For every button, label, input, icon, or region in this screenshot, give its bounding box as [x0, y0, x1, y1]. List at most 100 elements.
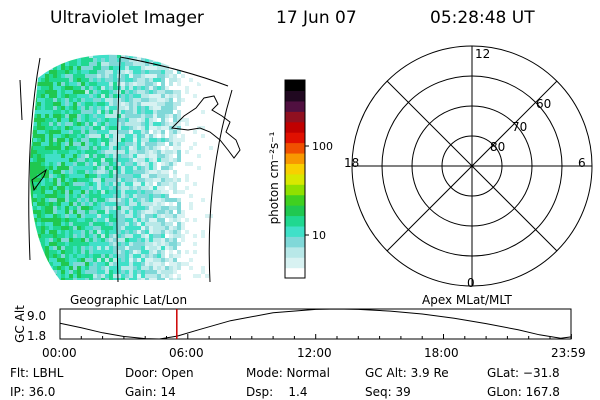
aurora-cell	[89, 266, 93, 270]
aurora-cell	[153, 254, 157, 258]
aurora-cell	[157, 86, 161, 90]
aurora-cell	[141, 122, 145, 126]
aurora-cell	[181, 74, 185, 78]
aurora-cell	[61, 262, 65, 266]
aurora-cell	[173, 90, 177, 94]
aurora-cell	[49, 122, 53, 126]
aurora-cell	[137, 58, 141, 62]
aurora-cell	[157, 78, 161, 82]
aurora-cell	[113, 110, 117, 114]
aurora-cell	[173, 254, 177, 258]
aurora-cell	[133, 162, 137, 166]
aurora-cell	[169, 178, 173, 182]
aurora-cell	[141, 210, 145, 214]
aurora-cell	[77, 70, 81, 74]
aurora-cell	[49, 114, 53, 118]
aurora-cell	[89, 74, 93, 78]
aurora-cell	[141, 110, 145, 114]
aurora-cell	[165, 182, 169, 186]
aurora-cell	[113, 218, 117, 222]
aurora-cell	[33, 158, 37, 162]
aurora-cell	[89, 86, 93, 90]
aurora-cell	[149, 202, 153, 206]
aurora-cell	[125, 270, 129, 274]
aurora-cell	[53, 94, 57, 98]
aurora-cell	[61, 110, 65, 114]
aurora-cell	[93, 114, 97, 118]
aurora-cell	[161, 246, 165, 250]
aurora-cell	[33, 142, 37, 146]
aurora-cell	[89, 126, 93, 130]
aurora-cell	[97, 190, 101, 194]
aurora-cell	[129, 78, 133, 82]
aurora-cell	[69, 274, 73, 278]
aurora-cell	[97, 270, 101, 274]
aurora-cell	[137, 90, 141, 94]
aurora-cell	[177, 158, 181, 162]
aurora-cell	[145, 66, 149, 70]
aurora-cell	[141, 178, 145, 182]
aurora-cell	[101, 62, 105, 66]
aurora-cell	[93, 150, 97, 154]
aurora-cell	[105, 126, 109, 130]
aurora-cell	[97, 122, 101, 126]
aurora-cell	[61, 170, 65, 174]
aurora-cell	[157, 154, 161, 158]
aurora-cell	[85, 142, 89, 146]
aurora-cell	[109, 202, 113, 206]
aurora-cell	[117, 150, 121, 154]
aurora-cell	[97, 70, 101, 74]
aurora-cell	[89, 78, 93, 82]
aurora-cell	[117, 54, 121, 58]
aurora-cell	[157, 202, 161, 206]
aurora-cell	[93, 194, 97, 198]
aurora-cell	[53, 90, 57, 94]
meridian-line	[19, 79, 23, 121]
aurora-cell	[117, 146, 121, 150]
aurora-cell	[113, 250, 117, 254]
orbit-xtick-0600: 06:00	[169, 346, 204, 360]
aurora-cell	[81, 266, 85, 270]
aurora-cell	[113, 174, 117, 178]
aurora-cell	[177, 122, 181, 126]
aurora-cell	[101, 162, 105, 166]
aurora-cell	[57, 86, 61, 90]
colorbar-cell	[285, 194, 305, 206]
aurora-cell	[141, 82, 145, 86]
aurora-cell	[49, 126, 53, 130]
aurora-cell	[65, 186, 69, 190]
aurora-cell	[93, 66, 97, 70]
aurora-cell	[89, 106, 93, 110]
aurora-cell	[69, 62, 73, 66]
aurora-cell	[117, 210, 121, 214]
aurora-cell	[57, 126, 61, 130]
aurora-cell	[93, 182, 97, 186]
aurora-cell	[173, 174, 177, 178]
aurora-cell	[145, 258, 149, 262]
aurora-cell	[173, 270, 177, 274]
aurora-cell	[121, 122, 125, 126]
aurora-cell	[61, 62, 65, 66]
aurora-cell	[125, 170, 129, 174]
aurora-cell	[157, 198, 161, 202]
aurora-cell	[45, 206, 49, 210]
aurora-cell	[97, 126, 101, 130]
aurora-cell	[121, 174, 125, 178]
aurora-cell	[37, 198, 41, 202]
aurora-cell	[49, 158, 53, 162]
aurora-cell	[193, 94, 197, 98]
aurora-cell	[165, 158, 169, 162]
aurora-cell	[37, 122, 41, 126]
aurora-cell	[73, 278, 77, 281]
aurora-cell	[133, 118, 137, 122]
aurora-cell	[145, 254, 149, 258]
aurora-cell	[73, 102, 77, 106]
aurora-cell	[153, 106, 157, 110]
aurora-cell	[109, 210, 113, 214]
aurora-cell	[153, 242, 157, 246]
aurora-cell	[97, 234, 101, 238]
aurora-cell	[169, 122, 173, 126]
aurora-cell	[69, 210, 73, 214]
aurora-cell	[77, 74, 81, 78]
aurora-cell	[65, 154, 69, 158]
